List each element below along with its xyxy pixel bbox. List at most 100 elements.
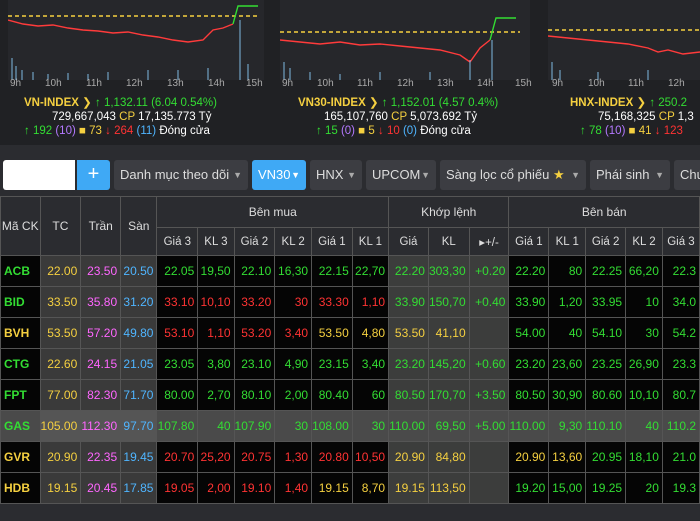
ask-cell: 23,60 xyxy=(548,348,587,380)
caret-down-icon: ▼ xyxy=(655,170,664,180)
buy-price1-header: Giá 1 xyxy=(311,227,353,256)
hnx-chart[interactable] xyxy=(548,0,700,92)
table-row[interactable]: GVR 20.90 22.35 19.45 20.70 25,20 20.75 1,30 20.… xyxy=(0,441,700,473)
bid-cell: 19.10 xyxy=(233,472,276,504)
bid-cell: 4,80 xyxy=(351,317,390,349)
chevron-down-icon[interactable]: ❯ xyxy=(82,97,92,109)
match-cell: 22.20 xyxy=(388,255,429,287)
table-row[interactable]: BVH 53.50 57.20 49.80 53.10 1,10 53.20 3,40 53.5… xyxy=(0,317,700,349)
add-symbol-button[interactable]: + xyxy=(77,160,110,190)
chevron-down-icon[interactable]: ❯ xyxy=(636,97,647,109)
bid-cell: 1,30 xyxy=(274,441,313,473)
match-cell xyxy=(468,472,510,504)
derivatives-dropdown[interactable]: Phái sinh ▼ xyxy=(590,160,670,190)
ask-cell: 26,90 xyxy=(625,348,663,380)
stock-filter-dropdown[interactable]: Sàng lọc cổ phiếu ★ ▼ xyxy=(440,160,586,190)
bid-cell: 22,70 xyxy=(351,255,390,287)
match-cell: 69,50 xyxy=(427,410,470,442)
hnx-summary[interactable]: HNX-INDEX ❯ ↑ 250.2 75,168,325 CP 1,3 ↑ … xyxy=(570,96,694,138)
ceiling-cell: 24.15 xyxy=(80,348,122,380)
index-value: 1,132.11 xyxy=(103,97,148,109)
ask-cell: 22.20 xyxy=(508,255,550,287)
filter-label: Sàng lọc cổ phiếu xyxy=(446,167,550,182)
hnx-dropdown[interactable]: HNX ▼ xyxy=(310,160,362,190)
ask-cell: 23.25 xyxy=(585,348,627,380)
bid-cell: 22.10 xyxy=(233,255,276,287)
advance-count: 192 xyxy=(32,125,53,137)
time-label: 14h xyxy=(477,78,494,89)
sell-price1-header: Giá 1 xyxy=(508,227,550,256)
vn30-dropdown[interactable]: VN30 ▼ xyxy=(252,160,306,190)
table-row[interactable]: BID 33.50 35.80 31.20 33.10 10,10 33.20 30 33.30… xyxy=(0,286,700,318)
ref-price-header: TC xyxy=(39,196,82,256)
arrow-up-icon: ↑ xyxy=(381,97,388,109)
match-cell: 84,80 xyxy=(427,441,470,473)
symbol-cell: ACB xyxy=(0,255,41,287)
match-change-header[interactable]: ▸+/- xyxy=(468,227,510,256)
ask-cell: 20 xyxy=(625,472,663,504)
match-cell: 20.90 xyxy=(388,441,429,473)
vnindex-summary[interactable]: VN-INDEX ❯ ↑ 1,132.11 (6.04 0.54%) 729,6… xyxy=(24,96,217,138)
ask-cell: 54.00 xyxy=(508,317,550,349)
ask-cell: 30 xyxy=(625,317,663,349)
vn30-chart[interactable] xyxy=(280,0,530,92)
ceiling-count: (0) xyxy=(340,125,356,137)
symbol-cell: BVH xyxy=(0,317,41,349)
time-label: 15h xyxy=(246,78,263,89)
symbol-header[interactable]: Mã CK xyxy=(0,196,41,256)
floor-cell: 17.85 xyxy=(120,472,158,504)
bid-cell: 25,20 xyxy=(197,441,235,473)
vn30-summary[interactable]: VN30-INDEX ❯ ↑ 1,152.01 (4.57 0.4%) 165,… xyxy=(298,96,498,138)
ask-cell: 33.90 xyxy=(508,286,550,318)
floor-count: (0) xyxy=(402,125,417,137)
ref-price-cell: 105.00 xyxy=(39,410,82,442)
table-row[interactable]: FPT 77.00 82.30 71.70 80.00 2,70 80.10 2,00 80.4… xyxy=(0,379,700,411)
table-row[interactable]: GAS 105.00 112.30 97.70 107.80 40 107.90 30 108.… xyxy=(0,410,700,442)
ask-cell: 34.0 xyxy=(661,286,700,318)
time-label: 10h xyxy=(317,78,334,89)
advance-icon: ↑ xyxy=(316,125,322,137)
ref-price-cell: 77.00 xyxy=(39,379,82,411)
symbol-search-input[interactable] xyxy=(3,160,75,190)
floor-cell: 71.70 xyxy=(120,379,158,411)
match-cell: +0.60 xyxy=(468,348,510,380)
bid-cell: 3,80 xyxy=(197,348,235,380)
decline-count: 264 xyxy=(114,125,134,137)
match-cell: 80.50 xyxy=(388,379,429,411)
bid-cell: 40 xyxy=(197,410,235,442)
bid-cell: 107.90 xyxy=(233,410,276,442)
match-cell: 145,20 xyxy=(427,348,470,380)
floor-cell: 20.50 xyxy=(120,255,158,287)
vnindex-chart[interactable] xyxy=(8,0,264,92)
time-label: 9h xyxy=(10,78,22,89)
caret-down-icon: ▼ xyxy=(571,170,580,180)
watchlist-dropdown[interactable]: Danh mục theo dõi ▼ xyxy=(114,160,248,190)
table-row[interactable]: ACB 22.00 23.50 20.50 22.05 19,50 22.10 16,30 22… xyxy=(0,255,700,287)
ref-price-cell: 22.00 xyxy=(39,255,82,287)
match-cell: 303,30 xyxy=(427,255,470,287)
upcom-dropdown[interactable]: UPCOM ▼ xyxy=(366,160,436,190)
buy-side-header: Bên mua xyxy=(156,196,390,228)
bid-cell: 10,50 xyxy=(351,441,390,473)
symbol-cell: CTG xyxy=(0,348,41,380)
bid-cell: 2,70 xyxy=(197,379,235,411)
index-change: (6.04 0.54%) xyxy=(151,97,217,109)
ceiling-cell: 22.35 xyxy=(80,441,122,473)
table-row[interactable]: HDB 19.15 20.45 17.85 19.05 2,00 19.10 1,40 19.1… xyxy=(0,472,700,504)
match-cell xyxy=(468,317,510,349)
bid-cell: 30 xyxy=(351,410,390,442)
ask-cell: 23.3 xyxy=(661,348,700,380)
ask-cell: 80.50 xyxy=(508,379,550,411)
chevron-down-icon[interactable]: ❯ xyxy=(368,97,379,109)
table-row[interactable]: CTG 22.60 24.15 21.05 23.05 3,80 23.10 4,90 23.1… xyxy=(0,348,700,380)
buy-vol3-header: KL 3 xyxy=(197,227,235,256)
time-label: 12h xyxy=(668,78,685,89)
ceiling-cell: 23.50 xyxy=(80,255,122,287)
time-label: 11h xyxy=(628,78,644,89)
match-cell: 33.90 xyxy=(388,286,429,318)
bid-cell: 53.50 xyxy=(311,317,353,349)
ask-cell: 20.90 xyxy=(508,441,550,473)
floor-cell: 19.45 xyxy=(120,441,158,473)
more-dropdown[interactable]: Chứ xyxy=(674,160,700,190)
ref-price-cell: 22.60 xyxy=(39,348,82,380)
